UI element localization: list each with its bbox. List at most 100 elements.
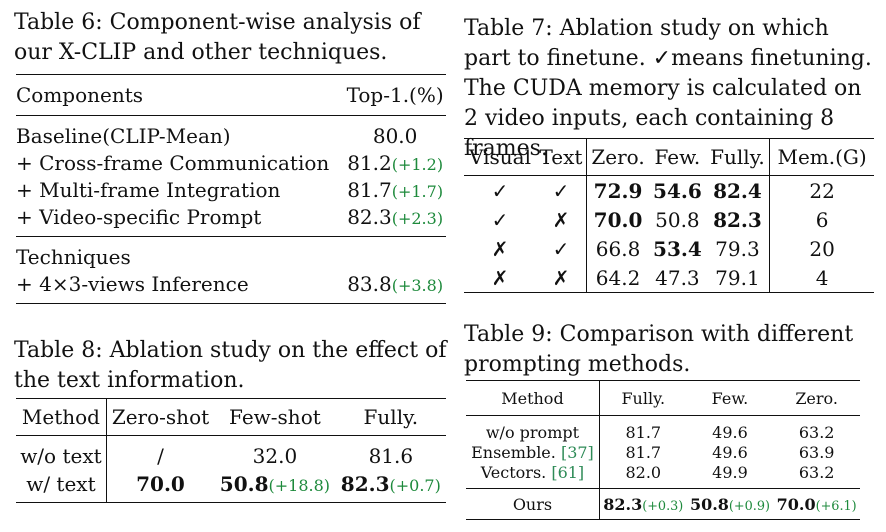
table9-header-zero: Zero.: [773, 380, 860, 416]
row-label: + Video-specific Prompt: [16, 203, 345, 237]
citation-link[interactable]: [37]: [560, 442, 594, 462]
table-row: Ensemble. [37] 81.7 49.6 63.9: [466, 442, 860, 462]
table-row: Vectors. [61] 82.0 49.9 63.2: [466, 462, 860, 489]
cell-few: 54.6: [653, 178, 702, 203]
row-label: Baseline(CLIP-Mean): [16, 123, 231, 148]
row-label: + Cross-frame Communication: [16, 150, 330, 175]
cell-zero: 70.0: [105, 470, 215, 503]
cell-zero: 70.0: [776, 494, 816, 514]
cell-fully: 82.3: [340, 472, 390, 496]
row-value: 82.3: [347, 204, 392, 229]
cell-few-delta: (+18.8): [268, 476, 331, 495]
cell-method: Vectors.: [480, 462, 552, 482]
table6-header-components: Components: [16, 74, 345, 116]
table8-header-zero: Zero-shot: [105, 398, 215, 436]
cell-fully: 82.3: [713, 207, 762, 232]
table6-header-top1: Top-1.(%): [344, 74, 446, 116]
row-delta: (+1.2): [391, 154, 444, 174]
cell-zero-delta: (+6.1): [815, 498, 857, 514]
check-icon: ✓: [552, 178, 570, 203]
table-row: w/o prompt 81.7 49.6 63.2: [466, 415, 860, 442]
table9: Method Fully. Few. Zero. w/o prompt 81.7…: [466, 380, 860, 520]
cell-method: Ours: [466, 488, 600, 520]
cell-fully: 81.6: [368, 444, 414, 468]
citation-link[interactable]: [61]: [551, 462, 585, 482]
table9-caption: Table 9: Comparison with different promp…: [464, 322, 854, 377]
row-value: 83.8: [347, 271, 392, 296]
table7-header-zero: Zero.: [586, 138, 650, 176]
table7-header-visual: Visual: [464, 138, 536, 176]
row-value: 81.2: [347, 150, 392, 175]
cell-few: 49.6: [712, 442, 748, 462]
table7-header-text: Text: [536, 138, 587, 176]
row-label: + 4×3-views Inference: [16, 270, 345, 304]
table-row: ✓ ✗ 70.0 50.8 82.3 6: [464, 205, 874, 234]
cell-few: 32.0: [252, 444, 298, 468]
table8-header-few: Few-shot: [214, 398, 336, 436]
cell-zero: /: [105, 435, 215, 470]
cell-mem: 4: [769, 263, 874, 293]
cell-zero: 63.2: [773, 462, 860, 489]
cell-few: 50.8: [689, 494, 729, 514]
cell-method: w/o prompt: [485, 422, 580, 442]
table8: Method Zero-shot Few-shot Fully. w/o tex…: [16, 398, 446, 503]
table-row: w/ text 70.0 50.8(+18.8) 82.3(+0.7): [16, 470, 446, 503]
check-icon: ✓: [491, 207, 509, 232]
cell-few: 50.8: [655, 207, 700, 232]
cell-fully-delta: (+0.3): [642, 498, 684, 514]
cell-fully: 79.1: [705, 263, 770, 293]
table7: Visual Text Zero. Few. Fully. Mem.(G) ✓ …: [464, 138, 874, 293]
cell-fully: 81.7: [598, 442, 687, 462]
table9-header-fully: Fully.: [598, 380, 687, 416]
table-row: Baseline(CLIP-Mean) 80.0: [16, 116, 446, 150]
cross-icon: ✗: [464, 263, 536, 293]
row-delta: (+1.7): [391, 181, 444, 201]
table9-header-few: Few.: [686, 380, 774, 416]
cell-method: Ensemble.: [471, 442, 561, 462]
cell-fully: 82.0: [598, 462, 687, 489]
table7-header-fully: Fully.: [705, 138, 770, 176]
cell-method: w/o text: [20, 444, 102, 468]
table-row: w/o text / 32.0 81.6: [16, 435, 446, 470]
cell-few: 49.9: [686, 462, 774, 489]
cell-few: 49.6: [712, 422, 748, 442]
cell-zero: 63.9: [798, 442, 835, 462]
table-row: + Cross-frame Communication 81.2(+1.2): [16, 149, 446, 176]
cell-few: 47.3: [649, 263, 706, 293]
table-row: + Video-specific Prompt 82.3(+2.3): [16, 203, 446, 237]
table7-header-mem: Mem.(G): [769, 138, 874, 176]
table7-header-few: Few.: [649, 138, 706, 176]
table-row: ✓ ✓ 72.9 54.6 82.4 22: [464, 175, 874, 205]
group-label: Techniques: [16, 244, 131, 269]
row-delta: (+3.8): [391, 275, 444, 295]
table6: Components Top-1.(%) Baseline(CLIP-Mean)…: [16, 74, 446, 304]
cell-zero: 72.9: [586, 175, 650, 205]
table8-caption: Table 8: Ablation study on the effect of…: [14, 338, 447, 393]
row-value: 81.7: [347, 177, 392, 202]
cell-few-delta: (+0.9): [728, 498, 770, 514]
cell-few: 50.8: [219, 472, 269, 496]
row-label: + Multi-frame Integration: [16, 177, 281, 202]
cell-zero: 63.2: [798, 422, 835, 442]
check-icon: ✓: [491, 178, 509, 203]
cell-zero: 66.8: [586, 234, 650, 263]
table-row: + Multi-frame Integration 81.7(+1.7): [16, 176, 446, 203]
table9-header-method: Method: [466, 380, 600, 416]
table-row: Ours 82.3(+0.3) 50.8(+0.9) 70.0(+6.1): [466, 488, 860, 520]
row-value: 80.0: [372, 123, 418, 148]
table-row: + 4×3-views Inference 83.8(+3.8): [16, 270, 446, 304]
table-row: Techniques: [16, 237, 446, 271]
cross-icon: ✗: [552, 207, 570, 232]
cell-mem: 22: [769, 175, 874, 205]
table6-caption: Table 6: Component-wise analysis of our …: [14, 10, 421, 65]
cell-fully: 82.4: [713, 178, 762, 203]
cell-zero: 64.2: [586, 263, 650, 293]
cell-fully: 82.3: [603, 494, 643, 514]
cell-fully: 79.3: [715, 236, 760, 261]
check-icon: ✓: [552, 236, 570, 261]
cell-fully-delta: (+0.7): [389, 476, 441, 495]
row-delta: (+2.3): [391, 208, 444, 228]
cell-zero: 70.0: [586, 205, 650, 234]
table-row: ✗ ✓ 66.8 53.4 79.3 20: [464, 234, 874, 263]
cell-mem: 6: [769, 205, 874, 234]
